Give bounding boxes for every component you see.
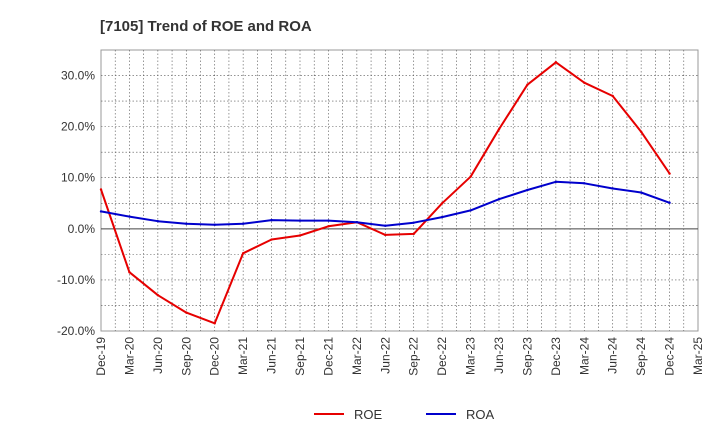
data-point-roe <box>611 94 614 98</box>
x-tick-label: Mar-20 <box>122 337 136 375</box>
x-tick-label: Sep-23 <box>520 337 534 376</box>
y-tick-label: 20.0% <box>61 120 95 134</box>
legend: ROE ROA <box>314 407 495 422</box>
y-tick-label: -20.0% <box>57 324 95 338</box>
x-tick-label: Mar-24 <box>577 337 591 375</box>
data-point-roa <box>384 224 387 227</box>
series-lines <box>99 61 671 325</box>
x-tick-label: Sep-24 <box>634 337 648 376</box>
data-point-roa <box>526 188 529 192</box>
legend-label-roe: ROE <box>354 407 383 422</box>
x-tick-label: Mar-25 <box>691 337 705 375</box>
x-tick-label: Dec-20 <box>208 337 222 376</box>
data-point-roe <box>327 225 330 228</box>
data-point-roe <box>440 202 444 205</box>
data-point-roe <box>384 233 387 237</box>
data-point-roe <box>668 172 671 175</box>
data-point-roa <box>99 210 103 213</box>
data-point-roa <box>213 223 216 226</box>
data-point-roe <box>526 83 529 86</box>
data-point-roe <box>298 234 302 237</box>
chart-title: [7105] Trend of ROE and ROA <box>100 18 312 35</box>
x-tick-label: Jun-20 <box>151 337 165 374</box>
data-point-roa <box>327 219 330 222</box>
data-point-roa <box>583 182 586 185</box>
data-point-roe <box>412 232 415 236</box>
data-point-roa <box>185 222 188 225</box>
data-point-roa <box>156 219 160 223</box>
x-tick-label: Jun-23 <box>492 337 506 374</box>
x-tick-label: Dec-19 <box>94 337 108 376</box>
data-point-roa <box>611 187 614 190</box>
grid <box>100 49 699 332</box>
data-point-roe <box>213 322 216 325</box>
data-point-roa <box>469 209 472 212</box>
data-point-roe <box>469 175 472 178</box>
data-point-roa <box>554 180 558 184</box>
data-point-roa <box>497 197 501 201</box>
x-tick-label: Jun-22 <box>378 337 392 374</box>
axes: 30.0% 20.0% 10.0% 0.0% -10.0% -20.0%Dec-19 Mar… <box>57 69 705 376</box>
x-tick-label: Mar-23 <box>464 337 478 375</box>
data-point-roa <box>668 201 671 204</box>
data-point-roe <box>99 188 103 191</box>
x-tick-label: Sep-22 <box>407 337 421 376</box>
y-tick-label: 30.0% <box>61 69 95 83</box>
data-point-roe <box>241 252 245 255</box>
data-point-roe <box>639 130 643 133</box>
data-point-roe <box>128 271 131 274</box>
y-tick-label: -10.0% <box>57 273 95 287</box>
y-tick-label: 10.0% <box>61 171 95 185</box>
data-point-roa <box>298 219 302 222</box>
x-tick-label: Mar-21 <box>236 337 250 375</box>
y-tick-label: 0.0% <box>68 222 96 236</box>
data-point-roa <box>241 222 245 225</box>
data-point-roe <box>497 127 501 131</box>
data-point-roa <box>440 215 444 219</box>
data-point-roa <box>128 215 131 218</box>
x-tick-label: Dec-21 <box>321 337 335 376</box>
legend-label-roa: ROA <box>466 407 495 422</box>
data-point-roe <box>270 238 273 241</box>
data-point-roa <box>639 191 643 194</box>
data-point-roa <box>355 220 359 224</box>
data-point-roe <box>554 61 558 64</box>
x-tick-label: Dec-23 <box>549 337 563 376</box>
data-point-roe <box>583 81 586 84</box>
data-point-roa <box>270 218 273 222</box>
x-tick-label: Jun-24 <box>606 337 620 374</box>
x-tick-label: Mar-22 <box>350 337 364 375</box>
x-tick-label: Dec-24 <box>663 337 677 376</box>
data-point-roe <box>185 311 188 314</box>
x-tick-label: Sep-20 <box>179 337 193 376</box>
data-point-roa <box>412 221 415 224</box>
data-point-roe <box>156 294 160 297</box>
x-tick-label: Jun-21 <box>265 337 279 374</box>
x-tick-label: Sep-21 <box>293 337 307 376</box>
x-tick-label: Dec-22 <box>435 337 449 376</box>
